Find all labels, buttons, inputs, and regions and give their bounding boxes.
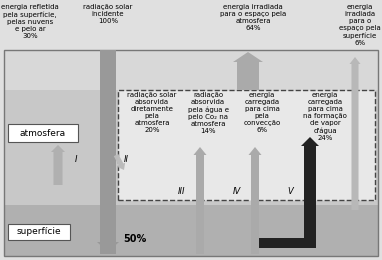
Text: energia
irradiada
para o
espaço pela
superfície
6%: energia irradiada para o espaço pela sup…	[339, 4, 381, 45]
Text: energia
carregada
para cima
na formação
de vapor
d'água
24%: energia carregada para cima na formação …	[303, 92, 347, 141]
FancyArrow shape	[350, 57, 361, 210]
Bar	[100, 50, 116, 254]
FancyArrow shape	[233, 52, 263, 90]
FancyArrow shape	[301, 137, 319, 248]
Text: radiação solar
absorvida
diretamente
pela
atmosfera
20%: radiação solar absorvida diretamente pel…	[127, 92, 177, 133]
Bar	[4, 50, 378, 90]
Text: radiação
absorvida
pela água e
pelo Co₂ na
atmosfera
14%: radiação absorvida pela água e pelo Co₂ …	[188, 92, 228, 134]
Bar	[259, 238, 310, 248]
Bar	[8, 124, 78, 142]
Bar	[118, 90, 375, 200]
Text: I: I	[75, 155, 77, 165]
Text: energia refletida
pela superfície,
pelas nuvens
e pelo ar
30%: energia refletida pela superfície, pelas…	[1, 4, 59, 38]
Text: energia
carregada
para cima
pela
convecção
6%: energia carregada para cima pela convecç…	[243, 92, 281, 133]
FancyArrow shape	[194, 147, 207, 254]
Text: energia irradiada
para o espaço pela
atmosfera
64%: energia irradiada para o espaço pela atm…	[220, 4, 286, 31]
Bar	[4, 50, 378, 256]
Bar	[4, 90, 378, 205]
Text: V: V	[287, 187, 293, 197]
Bar	[4, 205, 378, 256]
Text: IV: IV	[233, 187, 241, 197]
Text: atmosfera: atmosfera	[20, 128, 66, 138]
FancyArrow shape	[249, 147, 262, 254]
FancyArrow shape	[51, 145, 65, 185]
Bar	[8, 224, 70, 240]
Text: 50%: 50%	[123, 234, 146, 244]
FancyArrow shape	[97, 238, 119, 252]
FancyArrow shape	[114, 154, 125, 170]
Text: superfície: superfície	[17, 228, 62, 237]
Text: radiação solar
incidente
100%: radiação solar incidente 100%	[83, 4, 133, 24]
Text: III: III	[178, 187, 186, 197]
Text: II: II	[123, 155, 128, 165]
